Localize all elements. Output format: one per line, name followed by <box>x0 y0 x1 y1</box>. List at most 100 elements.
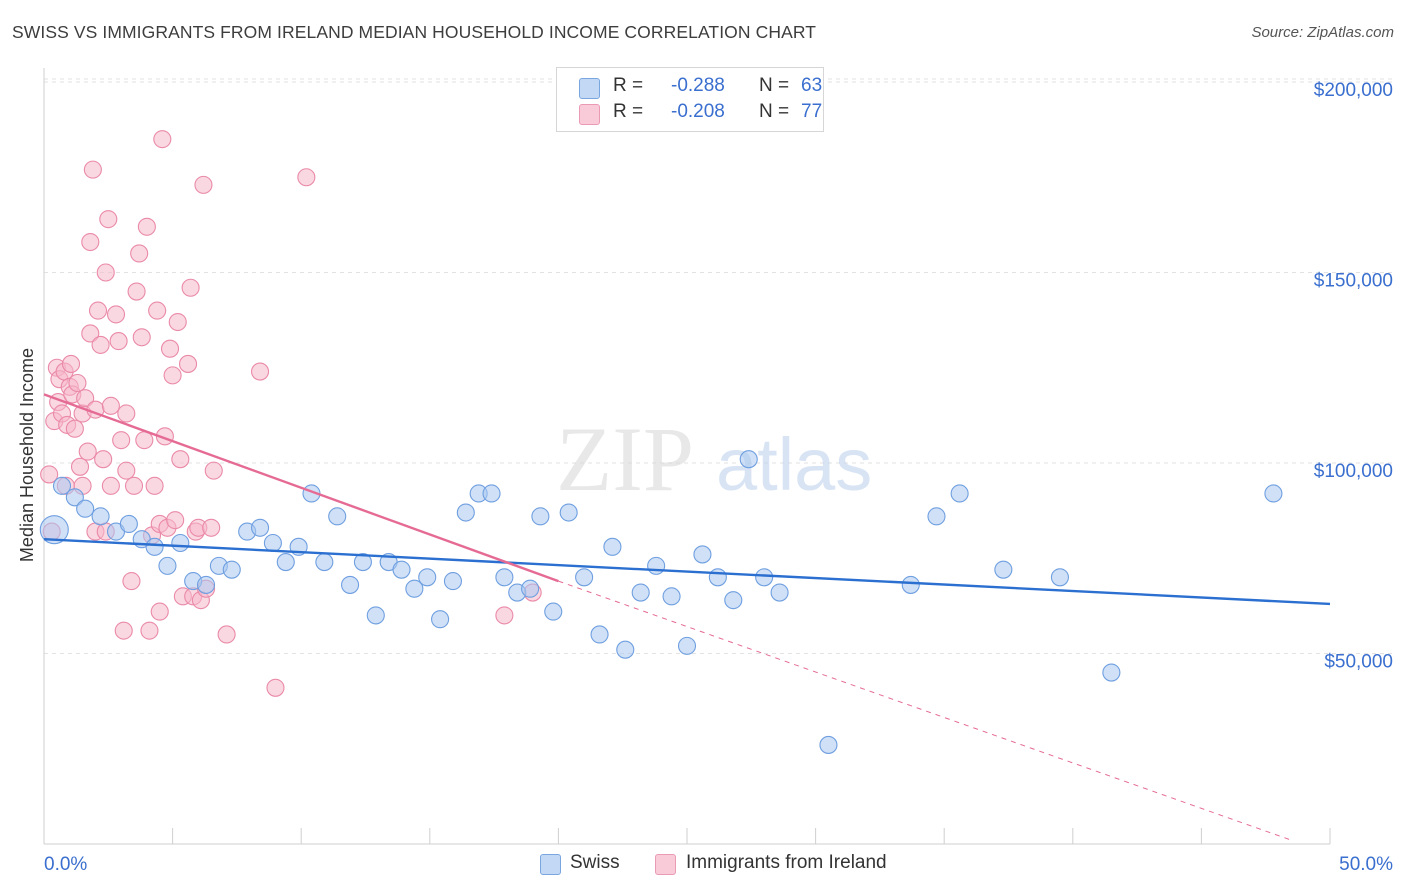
ireland-point <box>99 210 118 229</box>
ireland-point <box>81 232 100 252</box>
swiss-point <box>456 503 475 522</box>
ireland-point <box>145 476 164 495</box>
watermark: ZIP atlas <box>556 408 872 510</box>
swiss-point <box>544 602 563 621</box>
swiss-point <box>431 610 450 629</box>
swiss-point <box>994 560 1013 579</box>
swiss-point <box>119 514 138 534</box>
swiss-point <box>250 518 270 537</box>
ireland-point <box>112 431 131 450</box>
swiss-point <box>662 587 681 606</box>
ireland-point <box>160 339 180 358</box>
swiss-point <box>819 735 838 754</box>
ireland-points <box>40 130 542 697</box>
y-tick-label: $50,000 <box>1324 652 1393 673</box>
swiss-point <box>443 572 462 591</box>
ireland-point <box>68 373 87 393</box>
ireland-point <box>202 518 221 537</box>
swiss-point <box>575 568 594 587</box>
ireland-point <box>130 244 149 263</box>
ireland-swatch <box>655 854 676 875</box>
r-value: -0.208 <box>671 101 725 122</box>
swiss-point <box>531 507 550 526</box>
ireland-point <box>168 312 187 332</box>
legend-label-ireland: Immigrants from Ireland <box>686 852 887 873</box>
ireland-point <box>153 130 172 149</box>
ireland-point <box>65 419 84 438</box>
axes <box>43 68 1331 845</box>
ireland-point <box>61 354 81 373</box>
grid-lines <box>44 78 1392 654</box>
ireland-point <box>181 278 200 297</box>
swiss-point <box>521 579 540 598</box>
swiss-point <box>603 537 622 556</box>
y-tick-label: $100,000 <box>1314 461 1393 482</box>
ireland-point <box>124 476 144 495</box>
ireland-point <box>132 328 151 347</box>
swiss-point <box>392 560 411 579</box>
ireland-point <box>78 442 97 461</box>
swiss-point <box>724 591 743 610</box>
swiss-point <box>76 499 95 518</box>
swiss-point <box>196 575 216 594</box>
swiss-point <box>1050 568 1069 587</box>
ireland-point <box>495 606 514 625</box>
swiss-point <box>708 568 727 587</box>
swiss-point <box>1264 484 1283 503</box>
ireland-point <box>106 305 126 324</box>
swiss-point <box>559 503 578 522</box>
swiss-point <box>263 533 282 553</box>
n-value: 63 <box>801 75 823 96</box>
ireland-point <box>137 217 156 236</box>
chart-title: SWISS VS IMMIGRANTS FROM IRELAND MEDIAN … <box>12 22 817 42</box>
watermark-atlas: atlas <box>716 423 872 506</box>
stats-legend: R = -0.288 N = 63 R = -0.208 N = 77 <box>556 67 824 132</box>
swiss-point <box>171 533 190 553</box>
swiss-point <box>158 556 177 575</box>
ireland-point <box>150 602 169 621</box>
ireland-point <box>178 354 198 373</box>
ireland-point <box>122 572 141 591</box>
n-value: 77 <box>801 101 823 122</box>
ireland-point <box>91 335 110 354</box>
tick-labels: $50,000 $100,000 $150,000 $200,000 0.0% 50.0% <box>44 80 1393 875</box>
ireland-point <box>76 389 95 408</box>
ireland-point <box>101 476 120 495</box>
swiss-points <box>39 450 1283 754</box>
swiss-point <box>222 560 241 579</box>
swiss-point <box>52 476 72 495</box>
ireland-point <box>117 404 136 423</box>
swiss-point <box>616 640 635 659</box>
swiss-point <box>315 553 334 572</box>
swiss-swatch <box>579 78 600 99</box>
swiss-point <box>590 625 609 644</box>
r-label: R = <box>613 75 644 96</box>
ireland-point <box>250 362 270 381</box>
y-tick-label: $150,000 <box>1314 271 1393 292</box>
ireland-swatch <box>579 104 600 125</box>
ireland-trend-extension <box>558 580 1292 841</box>
swiss-point <box>276 553 295 572</box>
ireland-point <box>83 160 102 179</box>
swiss-point <box>405 579 424 598</box>
swiss-point <box>145 537 164 556</box>
swiss-point <box>482 484 501 503</box>
ireland-point <box>217 625 236 644</box>
ireland-point <box>109 332 128 351</box>
swiss-point <box>631 583 650 602</box>
swiss-point <box>366 606 385 625</box>
swiss-swatch <box>540 854 561 875</box>
swiss-point <box>39 515 69 545</box>
swiss-point <box>770 583 789 602</box>
ireland-point <box>117 461 136 480</box>
n-label: N = <box>759 75 790 96</box>
swiss-point <box>739 450 758 469</box>
legend-label-swiss: Swiss <box>570 852 620 873</box>
ireland-point <box>166 511 185 530</box>
swiss-point <box>950 484 969 503</box>
r-label: R = <box>613 101 644 122</box>
swiss-point <box>328 507 347 526</box>
ireland-point <box>101 396 120 415</box>
swiss-point <box>1102 663 1121 682</box>
